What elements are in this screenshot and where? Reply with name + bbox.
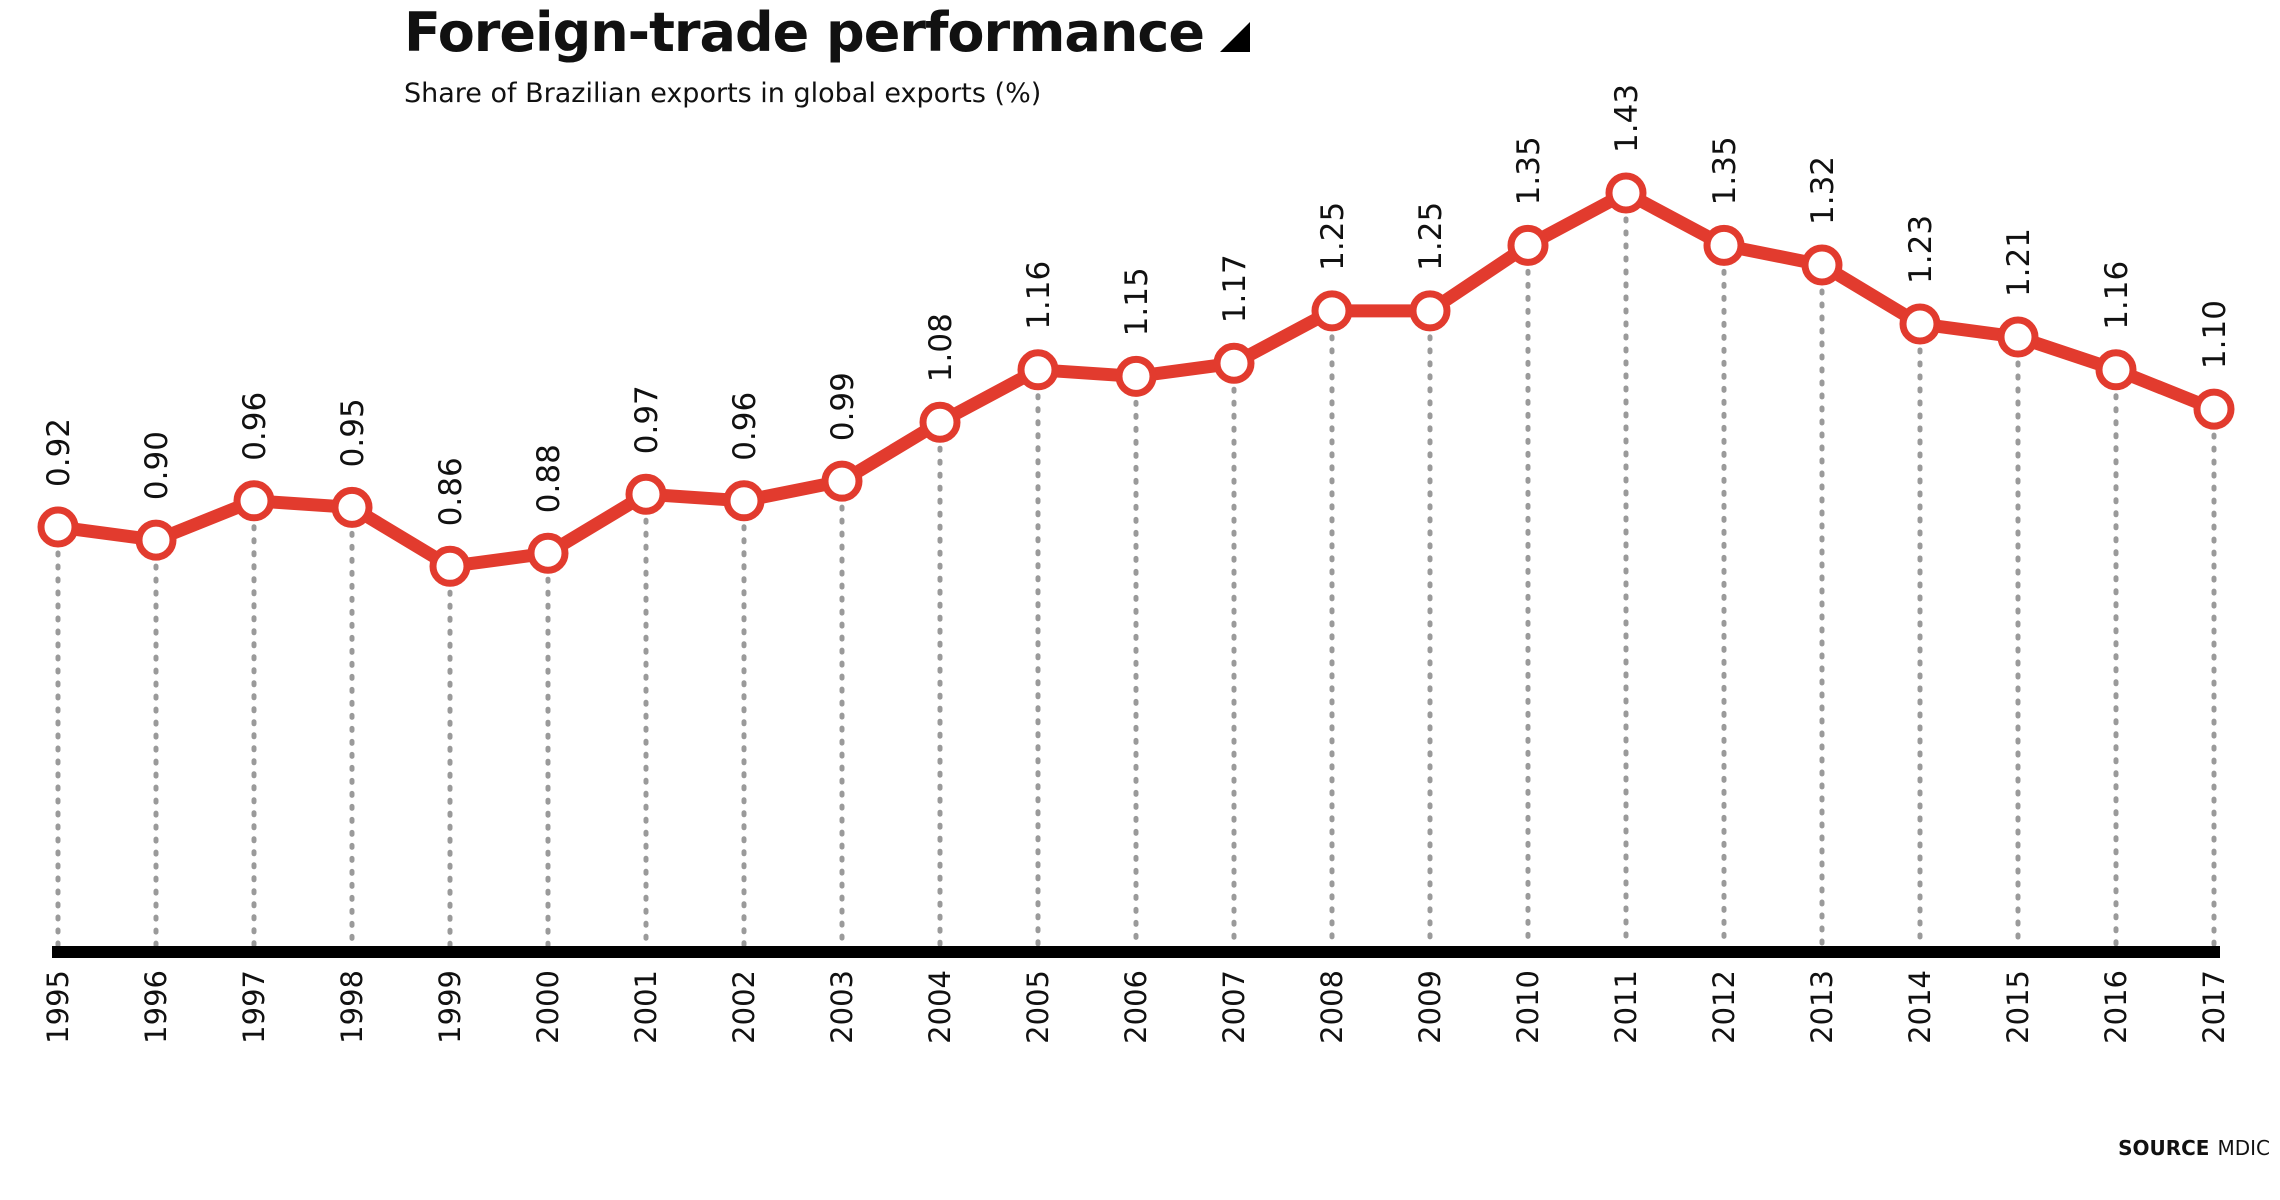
- data-point-2007: [1213, 342, 1255, 384]
- value-label-2006: 1.15: [1119, 267, 1155, 336]
- data-point-2015: [1997, 316, 2039, 358]
- chart-title-text: Foreign-trade performance: [404, 1, 1205, 64]
- value-label-2003: 0.99: [825, 372, 861, 441]
- data-point-2005: [1017, 349, 1059, 391]
- x-tick-label-2015: 2015: [2001, 970, 2035, 1044]
- value-label-2007: 1.17: [1217, 254, 1253, 323]
- data-point-2016: [2095, 349, 2137, 391]
- data-point-2002: [723, 480, 765, 522]
- data-point-2006: [1115, 355, 1157, 397]
- value-labels: 0.92 0.90 0.96 0.95 0.86 0.88 0.97 0.96 0.99 1.08…: [41, 84, 2233, 526]
- x-tick-label-2004: 2004: [923, 970, 957, 1044]
- chart-subtitle: Share of Brazilian exports in global exp…: [404, 78, 1042, 109]
- value-label-2013: 1.32: [1805, 156, 1841, 225]
- data-point-2012: [1703, 224, 1745, 266]
- data-point-1996: [135, 519, 177, 561]
- value-label-2012: 1.35: [1707, 136, 1743, 205]
- value-label-2014: 1.23: [1903, 215, 1939, 284]
- value-label-2009: 1.25: [1413, 202, 1449, 271]
- value-label-2016: 1.16: [2099, 261, 2135, 330]
- triangle-corner-icon: [1219, 22, 1250, 53]
- value-label-2001: 0.97: [629, 385, 665, 454]
- data-point-1995: [37, 506, 79, 548]
- source-value: MDIC: [2217, 1136, 2270, 1160]
- data-points: [37, 172, 2235, 587]
- x-tick-label-1999: 1999: [433, 970, 467, 1044]
- value-label-2011: 1.43: [1609, 84, 1645, 153]
- data-point-2001: [625, 473, 667, 515]
- value-label-2008: 1.25: [1315, 202, 1351, 271]
- value-label-1996: 0.90: [139, 431, 175, 500]
- x-tick-label-2009: 2009: [1413, 970, 1447, 1044]
- value-label-2004: 1.08: [923, 313, 959, 382]
- x-tick-label-1995: 1995: [41, 970, 75, 1044]
- value-label-1998: 0.95: [335, 398, 371, 467]
- value-label-2010: 1.35: [1511, 136, 1547, 205]
- x-tick-label-2008: 2008: [1315, 970, 1349, 1044]
- x-tick-label-1997: 1997: [237, 970, 271, 1044]
- x-tick-label-2011: 2011: [1609, 970, 1643, 1044]
- x-tick-label-2007: 2007: [1217, 970, 1251, 1044]
- source-note: SOURCE MDIC: [2118, 1136, 2270, 1160]
- data-point-2003: [821, 460, 863, 502]
- data-point-1998: [331, 486, 373, 528]
- x-tick-labels: 1995 1996 1997 1998 1999 2000 2001 2002 2003 2004…: [41, 970, 2231, 1044]
- value-label-1997: 0.96: [237, 392, 273, 461]
- x-tick-label-2006: 2006: [1119, 970, 1153, 1044]
- data-point-2014: [1899, 303, 1941, 345]
- x-tick-label-2001: 2001: [629, 970, 663, 1044]
- source-label: SOURCE: [2118, 1136, 2210, 1160]
- data-point-2000: [527, 532, 569, 574]
- value-label-2000: 0.88: [531, 444, 567, 513]
- x-tick-label-1998: 1998: [335, 970, 369, 1044]
- x-tick-label-2016: 2016: [2099, 970, 2133, 1044]
- value-label-2002: 0.96: [727, 392, 763, 461]
- data-point-1999: [429, 545, 471, 587]
- data-point-2011: [1605, 172, 1647, 214]
- chart-title: Foreign-trade performance: [404, 0, 1250, 66]
- data-point-2013: [1801, 244, 1843, 286]
- value-label-1995: 0.92: [41, 418, 77, 487]
- data-point-2008: [1311, 290, 1353, 332]
- x-tick-label-2003: 2003: [825, 970, 859, 1044]
- data-point-2010: [1507, 224, 1549, 266]
- data-point-2004: [919, 401, 961, 443]
- x-tick-label-2014: 2014: [1903, 970, 1937, 1044]
- guide-lines: [55, 190, 2217, 949]
- value-label-1999: 0.86: [433, 457, 469, 526]
- x-tick-label-2012: 2012: [1707, 970, 1741, 1044]
- value-label-2005: 1.16: [1021, 261, 1057, 330]
- data-point-2017: [2193, 388, 2235, 430]
- value-label-2015: 1.21: [2001, 228, 2037, 297]
- value-label-2017: 1.10: [2197, 300, 2233, 369]
- data-point-2009: [1409, 290, 1451, 332]
- x-tick-label-2005: 2005: [1021, 970, 1055, 1044]
- x-tick-label-2002: 2002: [727, 970, 761, 1044]
- x-tick-label-2000: 2000: [531, 970, 565, 1044]
- x-tick-label-1996: 1996: [139, 970, 173, 1044]
- x-tick-label-2010: 2010: [1511, 970, 1545, 1044]
- data-point-1997: [233, 480, 275, 522]
- x-tick-label-2013: 2013: [1805, 970, 1839, 1044]
- x-tick-label-2017: 2017: [2197, 970, 2231, 1044]
